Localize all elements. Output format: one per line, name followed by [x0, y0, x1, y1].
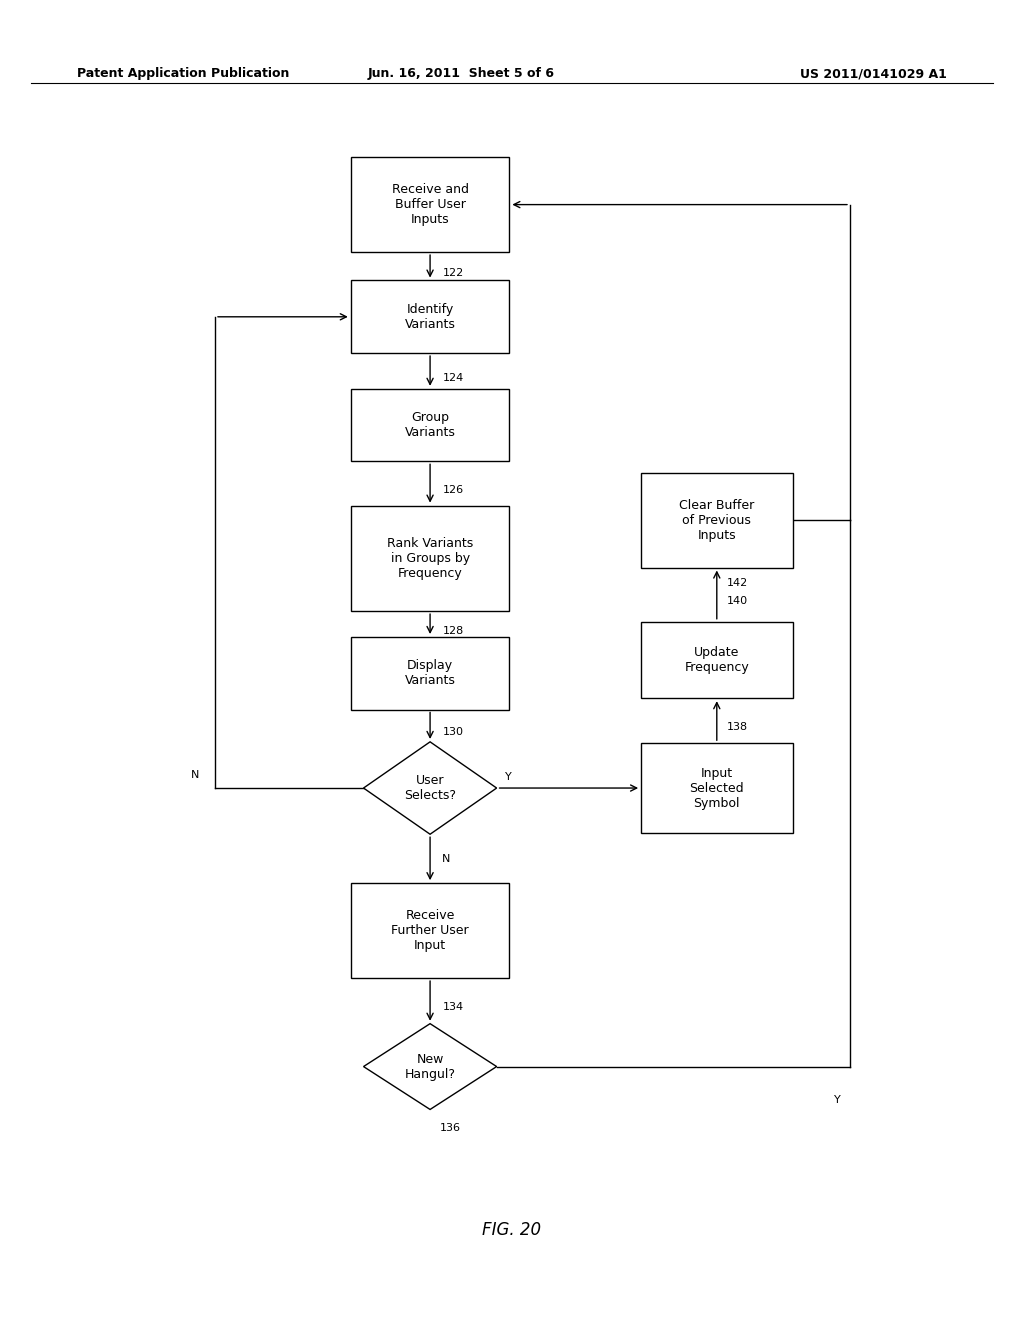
Text: 142: 142 — [727, 578, 749, 589]
Text: N: N — [442, 854, 451, 863]
Text: 130: 130 — [442, 727, 464, 738]
Text: Y: Y — [835, 1094, 841, 1105]
Text: Update
Frequency: Update Frequency — [684, 645, 750, 675]
FancyBboxPatch shape — [641, 622, 793, 698]
Text: Patent Application Publication: Patent Application Publication — [77, 67, 289, 81]
FancyBboxPatch shape — [641, 743, 793, 833]
Text: 126: 126 — [442, 484, 464, 495]
Text: N: N — [191, 770, 200, 780]
Polygon shape — [364, 1024, 497, 1109]
Text: Input
Selected
Symbol: Input Selected Symbol — [689, 767, 744, 809]
Text: Receive
Further User
Input: Receive Further User Input — [391, 909, 469, 952]
Text: 134: 134 — [442, 1002, 464, 1012]
Text: 138: 138 — [727, 722, 749, 733]
Text: New
Hangul?: New Hangul? — [404, 1052, 456, 1081]
Text: 124: 124 — [442, 372, 464, 383]
Text: Display
Variants: Display Variants — [404, 659, 456, 688]
FancyBboxPatch shape — [350, 157, 509, 252]
Polygon shape — [364, 742, 497, 834]
Text: Clear Buffer
of Previous
Inputs: Clear Buffer of Previous Inputs — [679, 499, 755, 541]
Text: Jun. 16, 2011  Sheet 5 of 6: Jun. 16, 2011 Sheet 5 of 6 — [368, 67, 554, 81]
Text: 122: 122 — [442, 268, 464, 279]
FancyBboxPatch shape — [641, 473, 793, 568]
Text: FIG. 20: FIG. 20 — [482, 1221, 542, 1239]
FancyBboxPatch shape — [350, 883, 509, 978]
FancyBboxPatch shape — [350, 506, 509, 611]
Text: 140: 140 — [727, 597, 749, 606]
Text: 136: 136 — [440, 1122, 462, 1133]
FancyBboxPatch shape — [350, 388, 509, 461]
Text: Group
Variants: Group Variants — [404, 411, 456, 440]
Text: Identify
Variants: Identify Variants — [404, 302, 456, 331]
Text: User
Selects?: User Selects? — [404, 774, 456, 803]
Text: Receive and
Buffer User
Inputs: Receive and Buffer User Inputs — [391, 183, 469, 226]
Text: Y: Y — [505, 772, 512, 783]
FancyBboxPatch shape — [350, 280, 509, 352]
FancyBboxPatch shape — [350, 638, 509, 710]
Text: 128: 128 — [442, 626, 464, 636]
Text: US 2011/0141029 A1: US 2011/0141029 A1 — [801, 67, 947, 81]
Text: Rank Variants
in Groups by
Frequency: Rank Variants in Groups by Frequency — [387, 537, 473, 579]
